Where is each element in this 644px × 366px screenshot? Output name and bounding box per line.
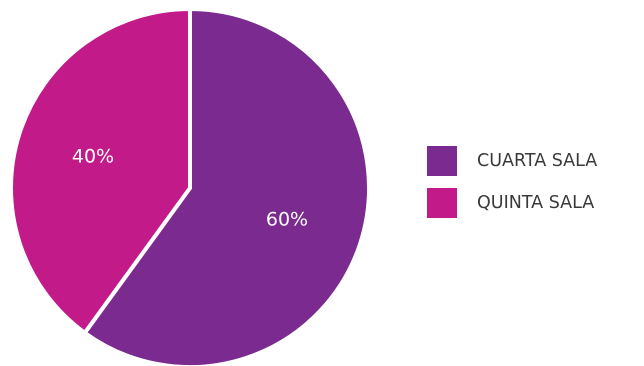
legend-label: CUARTA SALA [477, 151, 597, 171]
legend-label: QUINTA SALA [477, 193, 594, 213]
pie-slice-label: 60% [266, 209, 308, 231]
pie-slice-cuarta-sala [82, 7, 371, 366]
pie-slices [9, 7, 371, 366]
pie-slice-quinta-sala [9, 7, 192, 335]
legend-swatch [427, 188, 457, 218]
legend: CUARTA SALA QUINTA SALA [427, 146, 597, 218]
pie-slice-labels: 60% 40% [72, 145, 308, 230]
pie-slice-label: 40% [72, 145, 114, 167]
legend-swatch [427, 146, 457, 176]
